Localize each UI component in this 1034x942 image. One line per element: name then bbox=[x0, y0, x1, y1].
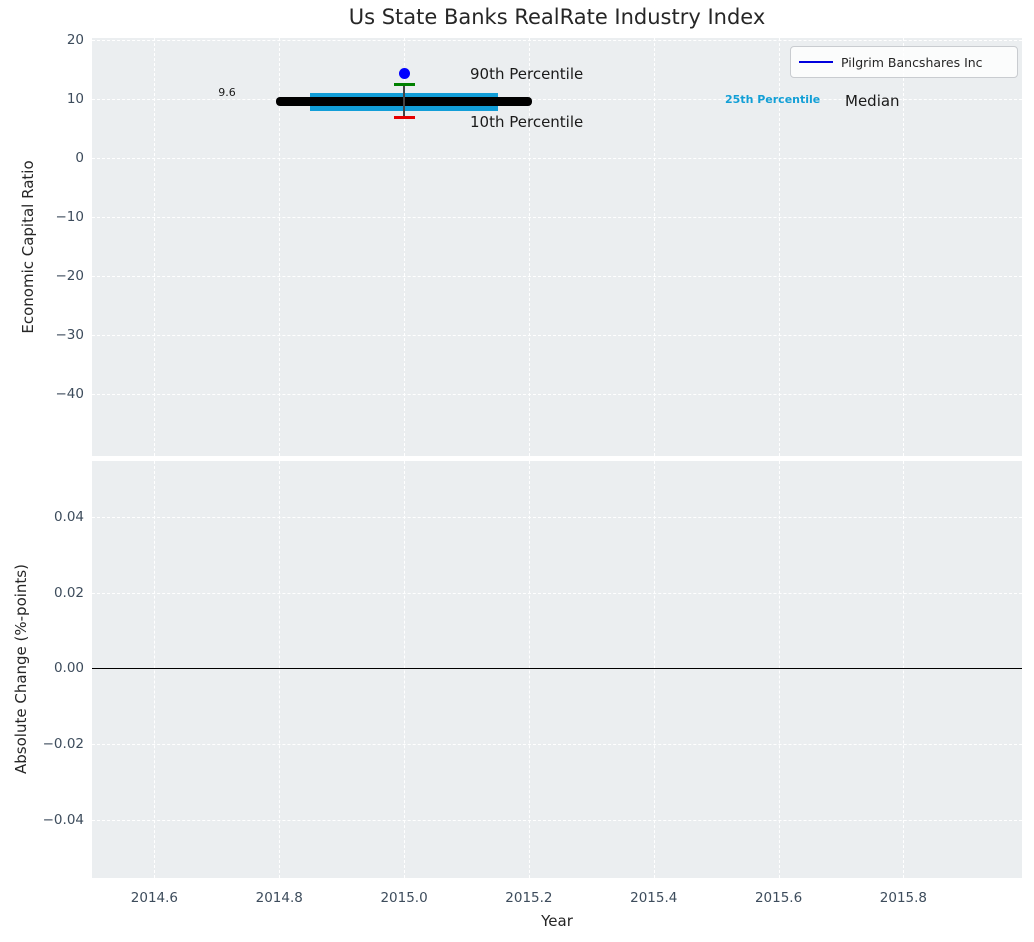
horizontal-gridline bbox=[92, 217, 1022, 219]
horizontal-gridline bbox=[92, 158, 1022, 160]
y-tick-label: −0.02 bbox=[42, 736, 84, 753]
top-axes-plot-area bbox=[92, 38, 1022, 456]
horizontal-gridline bbox=[92, 335, 1022, 337]
x-tick-label: 2014.8 bbox=[255, 890, 303, 906]
y-tick-label: 0 bbox=[75, 150, 84, 167]
zero-change-line bbox=[92, 667, 1022, 670]
p10-errorbar-cap bbox=[393, 115, 415, 119]
legend-line-icon bbox=[799, 61, 833, 63]
x-tick-label: 2015.2 bbox=[505, 890, 553, 906]
x-tick-label: 2014.6 bbox=[130, 890, 179, 906]
y-tick-label: −30 bbox=[55, 327, 85, 344]
vertical-gridline bbox=[653, 461, 655, 878]
y-tick-label: −0.04 bbox=[42, 811, 84, 828]
bottom-y-axis-label: Absolute Change (%-points) bbox=[12, 564, 30, 774]
top-y-axis-label: Economic Capital Ratio bbox=[19, 160, 37, 334]
vertical-gridline bbox=[279, 38, 281, 456]
median-annotation: Median bbox=[845, 92, 900, 110]
bottom-axes-plot-area bbox=[92, 461, 1022, 878]
vertical-gridline bbox=[778, 38, 780, 456]
vertical-gridline bbox=[778, 461, 780, 878]
vertical-gridline bbox=[528, 38, 530, 456]
vertical-gridline bbox=[154, 461, 156, 878]
horizontal-gridline bbox=[92, 516, 1022, 518]
x-tick-label: 2015.6 bbox=[754, 890, 803, 906]
y-tick-label: 10 bbox=[66, 91, 84, 107]
y-tick-label: −20 bbox=[55, 268, 85, 285]
x-tick-label: 2015.8 bbox=[879, 890, 928, 906]
vertical-gridline bbox=[404, 461, 406, 878]
x-tick-label: 2015.0 bbox=[380, 890, 428, 906]
percentile-whisker-line bbox=[403, 84, 405, 118]
p90-annotation: 90th Percentile bbox=[470, 65, 584, 83]
horizontal-gridline bbox=[92, 744, 1022, 746]
p90-errorbar-cap bbox=[393, 82, 415, 86]
vertical-gridline bbox=[279, 461, 281, 878]
y-tick-label: −10 bbox=[55, 209, 85, 226]
y-tick-label: −40 bbox=[55, 386, 85, 403]
x-tick-label: 2015.4 bbox=[630, 890, 678, 906]
x-axis-label: Year bbox=[541, 912, 573, 930]
horizontal-gridline bbox=[92, 819, 1022, 821]
company-data-point bbox=[398, 68, 410, 80]
horizontal-gridline bbox=[92, 40, 1022, 41]
vertical-gridline bbox=[528, 461, 530, 878]
horizontal-gridline bbox=[92, 99, 1022, 100]
legend: Pilgrim Bancshares Inc bbox=[790, 46, 1018, 78]
legend-label: Pilgrim Bancshares Inc bbox=[841, 54, 983, 70]
p10-annotation: 10th Percentile bbox=[470, 113, 584, 131]
y-tick-label: 0.00 bbox=[53, 660, 84, 677]
horizontal-gridline bbox=[92, 592, 1022, 594]
vertical-gridline bbox=[404, 38, 406, 456]
vertical-gridline bbox=[653, 38, 655, 456]
horizontal-gridline bbox=[92, 394, 1022, 396]
vertical-gridline bbox=[903, 38, 905, 456]
chart-title: Us State Banks RealRate Industry Index bbox=[348, 5, 766, 29]
median-value-label: 9.6 bbox=[218, 86, 236, 99]
p25-annotation: 25th Percentile bbox=[725, 93, 821, 106]
vertical-gridline bbox=[154, 38, 156, 456]
y-tick-label: 0.04 bbox=[53, 508, 84, 525]
y-tick-label: 0.02 bbox=[53, 584, 84, 601]
vertical-gridline bbox=[903, 461, 905, 878]
horizontal-gridline bbox=[92, 276, 1022, 278]
y-tick-label: 20 bbox=[66, 32, 84, 48]
